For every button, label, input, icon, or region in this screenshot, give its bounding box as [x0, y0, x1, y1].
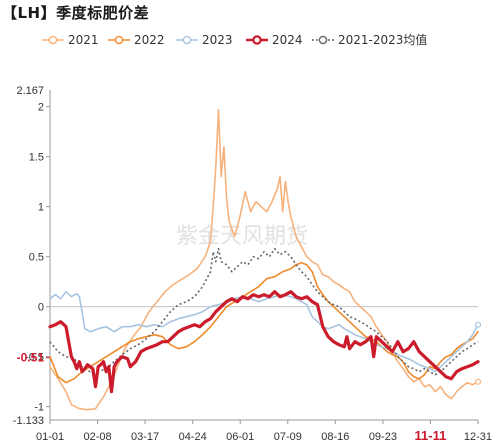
watermark: 紫金天风期货	[176, 224, 308, 249]
x-tick-label: 12-31	[464, 431, 492, 443]
legend[interactable]: 2021 2022 2023 2024 2021-2023均值	[42, 32, 427, 47]
series-line-2023	[49, 290, 479, 373]
series-end-marker	[474, 321, 482, 328]
y-tick-label: 0	[38, 302, 44, 314]
y-tick-label: 2	[38, 102, 44, 114]
legend-item[interactable]: 2024	[246, 33, 303, 47]
chart-title: 【LH】季度标肥价差	[2, 4, 150, 22]
legend-label: 2021-2023均值	[338, 32, 427, 47]
y-tick-label: -0.5	[25, 352, 44, 364]
x-highlight-label: 11-11	[415, 428, 447, 443]
y-tick-label: 1.5	[29, 152, 44, 164]
x-tick-label: 07-09	[274, 431, 302, 443]
legend-label: 2022	[134, 33, 165, 47]
y-tick-label: -1	[34, 402, 44, 414]
axes	[49, 90, 478, 421]
legend-item[interactable]: 2023	[176, 33, 233, 47]
series-line-2022	[49, 261, 479, 384]
x-tick-label: 02-08	[83, 431, 111, 443]
y-highlight-label: -0.51	[17, 351, 45, 365]
x-tick-labels: 01-01 02-08 03-17 04-24 06-01 07-09 08-16 09-23…	[36, 420, 492, 443]
y-range-label: 2.167	[16, 85, 44, 97]
y-tick-label: 0.5	[29, 252, 44, 264]
series-end-marker	[474, 378, 482, 385]
legend-marker	[252, 35, 262, 45]
legend-marker	[48, 35, 58, 45]
legend-item[interactable]: 2022	[108, 33, 165, 47]
legend-label: 2021	[68, 33, 99, 47]
legend-marker	[318, 35, 328, 45]
series-line-2021-2023	[49, 247, 479, 376]
x-tick-label: 03-17	[131, 431, 159, 443]
y-range-label: -1.133	[13, 415, 44, 427]
legend-label: 2023	[202, 33, 233, 47]
x-tick-label: 04-24	[179, 431, 207, 443]
series-group	[48, 108, 482, 411]
x-tick-label: 09-23	[369, 431, 397, 443]
x-tick-label: 01-01	[36, 431, 64, 443]
legend-label: 2024	[272, 33, 303, 47]
legend-item[interactable]: 2021-2023均值	[312, 32, 427, 47]
series-line-2024	[48, 290, 480, 394]
y-tick-label: 1	[38, 202, 44, 214]
x-tick-label: 06-01	[226, 431, 254, 443]
legend-marker	[182, 35, 192, 45]
series-line-2021	[49, 108, 479, 411]
y-tick-labels: 2 1.5 1 0.5 0 -0.5 -1 2.167 -1.133 -0.51	[13, 85, 50, 427]
legend-item[interactable]: 2021	[42, 33, 99, 47]
legend-marker	[114, 35, 124, 45]
x-tick-label: 08-16	[321, 431, 349, 443]
